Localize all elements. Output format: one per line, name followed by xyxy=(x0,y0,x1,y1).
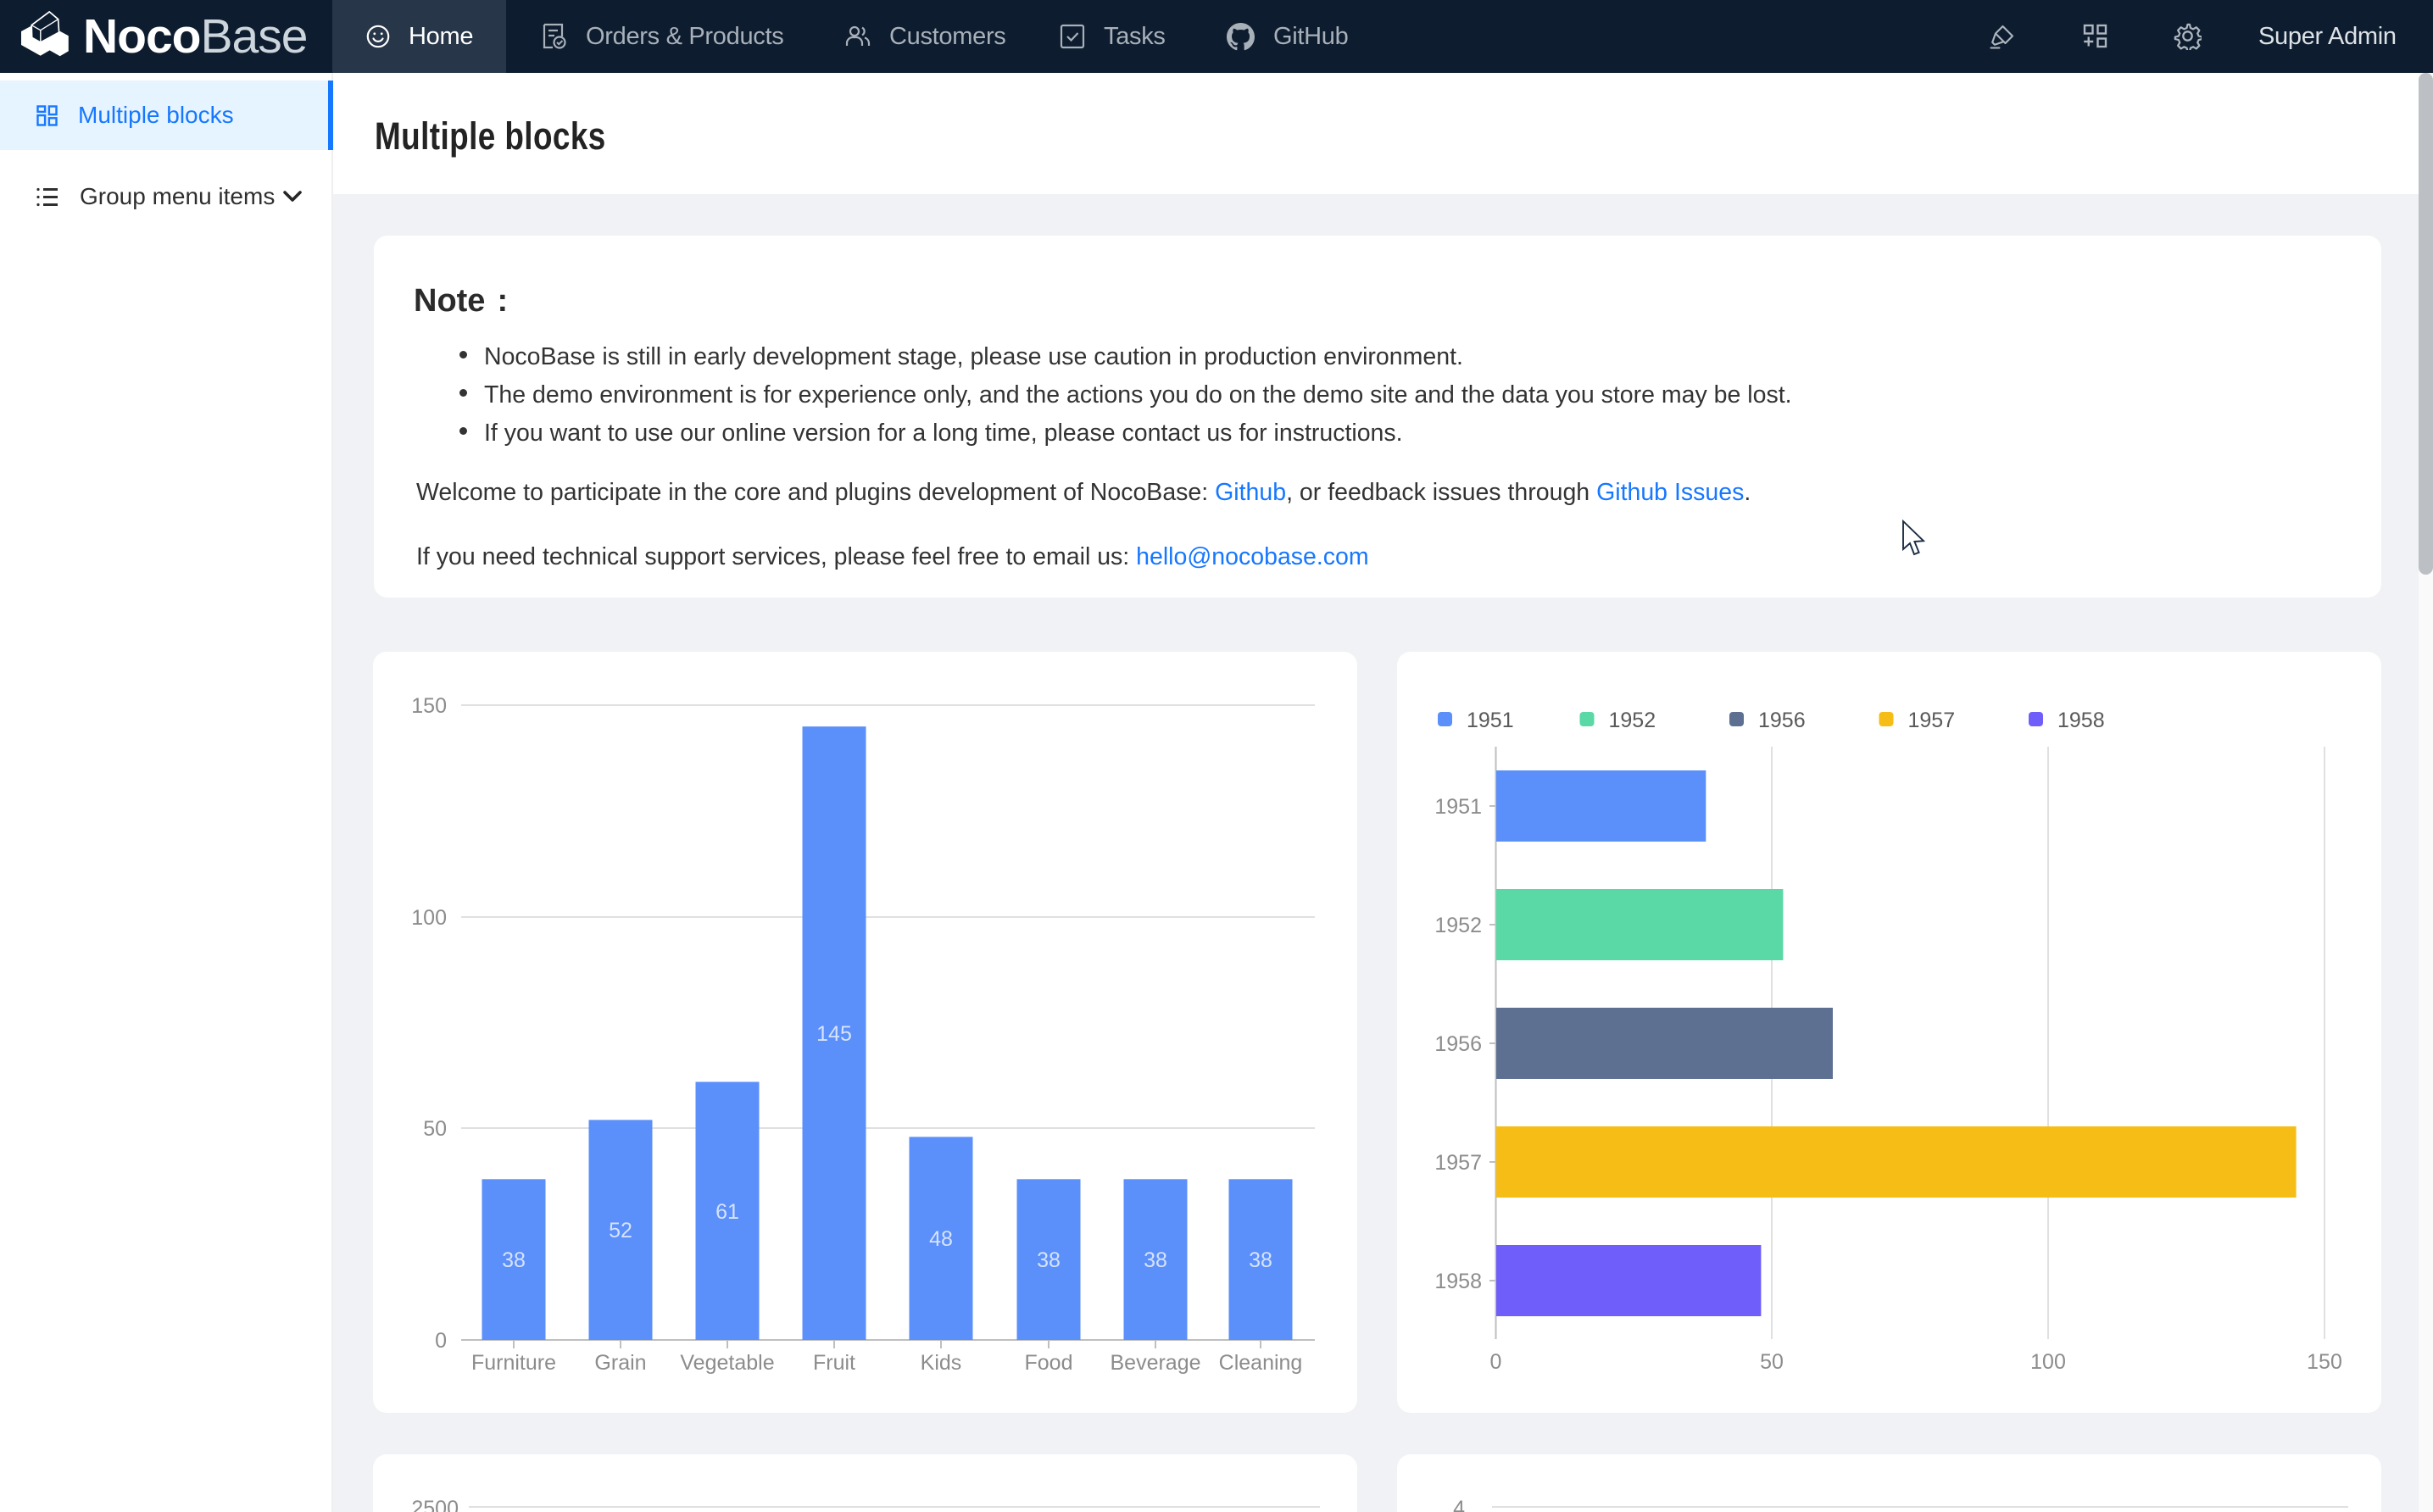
svg-text:Cleaning: Cleaning xyxy=(1219,1351,1303,1375)
svg-text:52: 52 xyxy=(609,1219,632,1242)
svg-text:150: 150 xyxy=(411,694,447,718)
svg-text:Fruit: Fruit xyxy=(813,1351,855,1375)
svg-text:1957: 1957 xyxy=(1908,709,1956,732)
svg-text:4: 4 xyxy=(1453,1497,1465,1512)
svg-text:0: 0 xyxy=(435,1329,447,1353)
svg-text:0: 0 xyxy=(1490,1350,1502,1374)
svg-text:1951: 1951 xyxy=(1467,709,1514,732)
svg-text:50: 50 xyxy=(1760,1350,1784,1374)
svg-text:1958: 1958 xyxy=(1434,1270,1482,1293)
svg-text:38: 38 xyxy=(1249,1248,1272,1272)
svg-text:Beverage: Beverage xyxy=(1110,1351,1200,1375)
svg-text:1952: 1952 xyxy=(1434,914,1482,937)
svg-text:145: 145 xyxy=(816,1022,852,1046)
svg-text:48: 48 xyxy=(929,1227,953,1251)
svg-text:Kids: Kids xyxy=(921,1351,962,1375)
svg-text:2500: 2500 xyxy=(411,1497,459,1512)
svg-text:1957: 1957 xyxy=(1434,1151,1482,1175)
svg-text:38: 38 xyxy=(1037,1248,1061,1272)
svg-text:Food: Food xyxy=(1025,1351,1073,1375)
svg-text:150: 150 xyxy=(2307,1350,2342,1374)
svg-text:100: 100 xyxy=(411,906,447,930)
svg-text:Furniture: Furniture xyxy=(471,1351,556,1375)
svg-text:61: 61 xyxy=(715,1200,739,1224)
svg-text:50: 50 xyxy=(423,1117,447,1141)
svg-text:Vegetable: Vegetable xyxy=(680,1351,774,1375)
svg-text:1958: 1958 xyxy=(2057,709,2105,732)
svg-text:38: 38 xyxy=(502,1248,526,1272)
svg-text:1951: 1951 xyxy=(1434,795,1482,819)
svg-text:38: 38 xyxy=(1144,1248,1167,1272)
svg-text:1956: 1956 xyxy=(1434,1032,1482,1056)
svg-text:1952: 1952 xyxy=(1609,709,1656,732)
svg-text:Grain: Grain xyxy=(594,1351,646,1375)
svg-text:1956: 1956 xyxy=(1758,709,1806,732)
svg-text:100: 100 xyxy=(2030,1350,2066,1374)
